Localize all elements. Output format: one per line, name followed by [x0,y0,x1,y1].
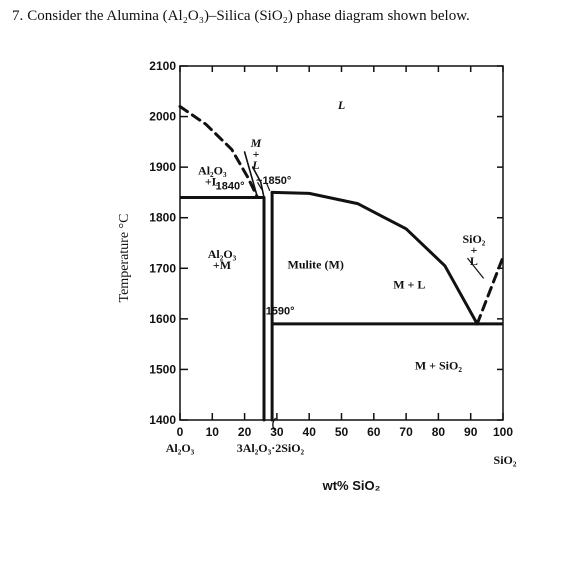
x-tick-label: 90 [464,425,478,439]
question-body: Consider the Alumina (Al₂O₃)–Silica (SiO… [27,8,470,24]
x-end-label-silica: SiO₂ [494,453,517,467]
region-label-silica-liquid: SiO₂ + L [462,232,485,268]
y-tick-label: 1700 [149,261,176,275]
x-tick-label: 100 [493,425,513,439]
x-tick-label: 50 [335,425,349,439]
compound-label: 3Al₂O₃·2SiO₂ [237,441,305,455]
x-tick-label: 40 [303,425,317,439]
x-axis-title: wt% SiO₂ [322,478,381,493]
y-tick-label: 1400 [149,413,176,427]
liquidus-silica-curve [475,255,505,326]
compound-bracket [272,417,277,431]
y-tick-label: 1500 [149,362,176,376]
narrow-field-right [251,166,265,199]
region-label-liquid: L [337,98,345,112]
leader-1840 [257,182,263,190]
temperature-annotation: 1840° [216,180,245,192]
x-tick-label: 0 [177,425,184,439]
y-tick-label: 1900 [149,160,176,174]
y-axis-title: Temperature °C [117,214,132,303]
region-label-mullite-liquid: M + L [393,278,425,292]
x-tick-label: 60 [367,425,381,439]
x-tick-label: 10 [206,425,220,439]
region-label-mullite-silica: M + SiO₂ [415,358,463,372]
y-tick-label: 1800 [149,211,176,225]
y-tick-label: 2000 [149,110,176,124]
temperature-annotation: 1590° [266,305,295,317]
y-tick-label: 2100 [149,59,176,73]
x-tick-label: 70 [399,425,413,439]
x-end-label-alumina: Al₂O₃ [166,441,195,455]
x-tick-label: 20 [238,425,252,439]
y-tick-label: 1600 [149,312,176,326]
liquidus-mullite-curve [270,190,479,326]
region-label-alumina-mullite: Al₂O₃ +M [208,247,237,272]
liquidus-alumina-curve [178,105,259,199]
temperature-annotation: ~1850° [256,175,291,187]
question-number: 7. [12,8,24,24]
region-label-mullite: Mulite (M) [288,257,344,271]
region-label-alumina-liquid: Al₂O₃ +L [198,164,227,189]
region-label-mullite-liquid-narrow: M + L [250,136,262,172]
leader-silica-liquid [467,257,485,279]
question-text: 7. Consider the Alumina (Al₂O₃)–Silica (S… [12,6,470,26]
x-tick-label: 30 [270,425,284,439]
leader-1850 [266,183,271,192]
narrow-field-left [243,151,259,199]
x-tick-label: 80 [432,425,446,439]
